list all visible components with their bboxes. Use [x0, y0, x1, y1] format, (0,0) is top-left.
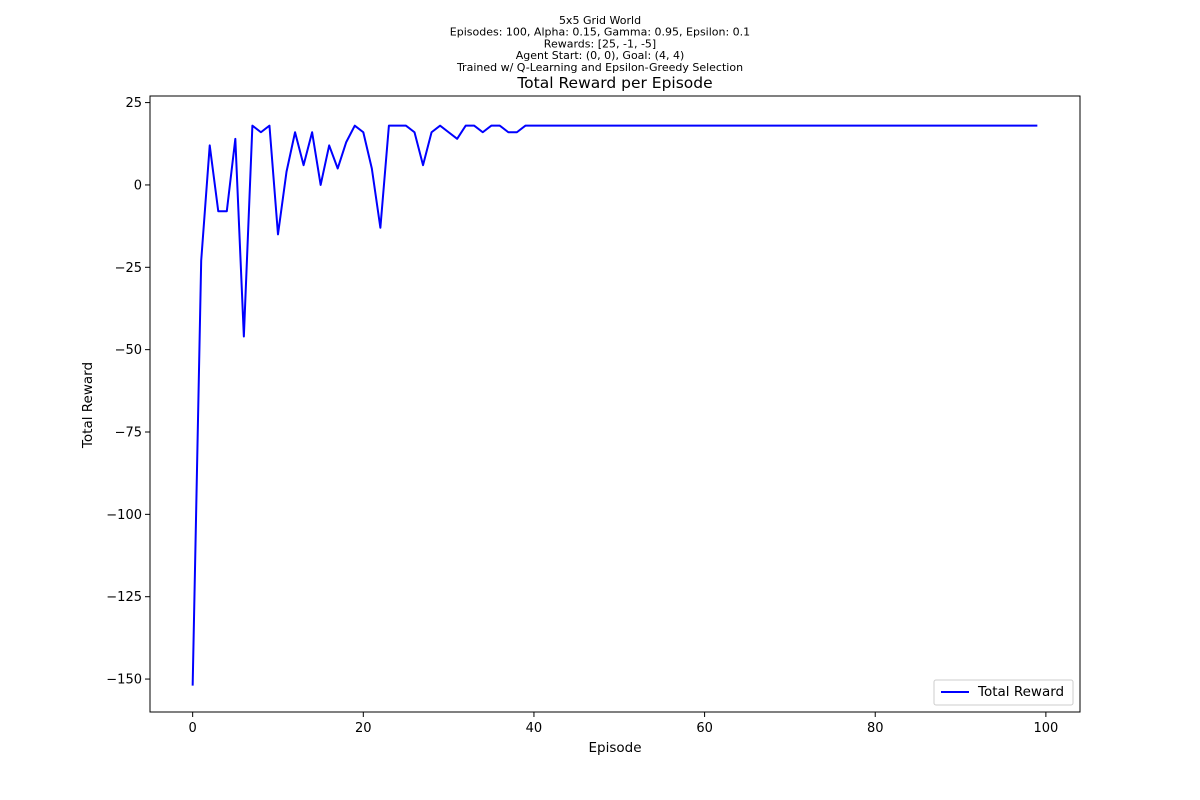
- y-axis: −150 −125 −100 −75 −50 −25 0 25: [106, 96, 150, 688]
- y-tick-label: 25: [125, 96, 142, 111]
- y-tick-label: 0: [134, 178, 142, 193]
- x-axis: 0 20 40 60 80 100: [189, 712, 1058, 736]
- x-tick-label: 100: [1033, 721, 1058, 736]
- x-tick-label: 60: [696, 721, 713, 736]
- x-tick-label: 40: [526, 721, 543, 736]
- y-tick-label: −150: [106, 673, 142, 688]
- suptitle-line: Rewards: [25, -1, -5]: [544, 37, 656, 50]
- y-tick-label: −75: [115, 426, 142, 441]
- legend-box: [933, 679, 1074, 706]
- y-tick-label: −25: [115, 261, 142, 276]
- y-tick-label: −125: [106, 590, 142, 605]
- suptitle-line: Episodes: 100, Alpha: 0.15, Gamma: 0.95,…: [450, 26, 750, 39]
- chart-title: Total Reward per Episode: [516, 74, 712, 92]
- legend-label: Total Reward: [977, 684, 1064, 700]
- series-layer: [191, 124, 1038, 686]
- suptitle-line: 5x5 Grid World: [559, 14, 641, 27]
- y-tick-label: −100: [106, 508, 142, 523]
- y-tick-label: −50: [115, 343, 142, 358]
- y-axis-label: Total Reward: [80, 362, 96, 449]
- x-tick-label: 80: [867, 721, 884, 736]
- x-tick-label: 20: [355, 721, 372, 736]
- x-tick-label: 0: [189, 721, 197, 736]
- series-line-total-reward: [191, 124, 1038, 686]
- suptitle-line: Trained w/ Q-Learning and Epsilon-Greedy…: [456, 61, 743, 74]
- x-axis-label: Episode: [588, 740, 641, 756]
- plot-area: [149, 95, 1081, 713]
- legend: Total Reward: [933, 679, 1074, 706]
- suptitle-line: Agent Start: (0, 0), Goal: (4, 4): [516, 49, 685, 62]
